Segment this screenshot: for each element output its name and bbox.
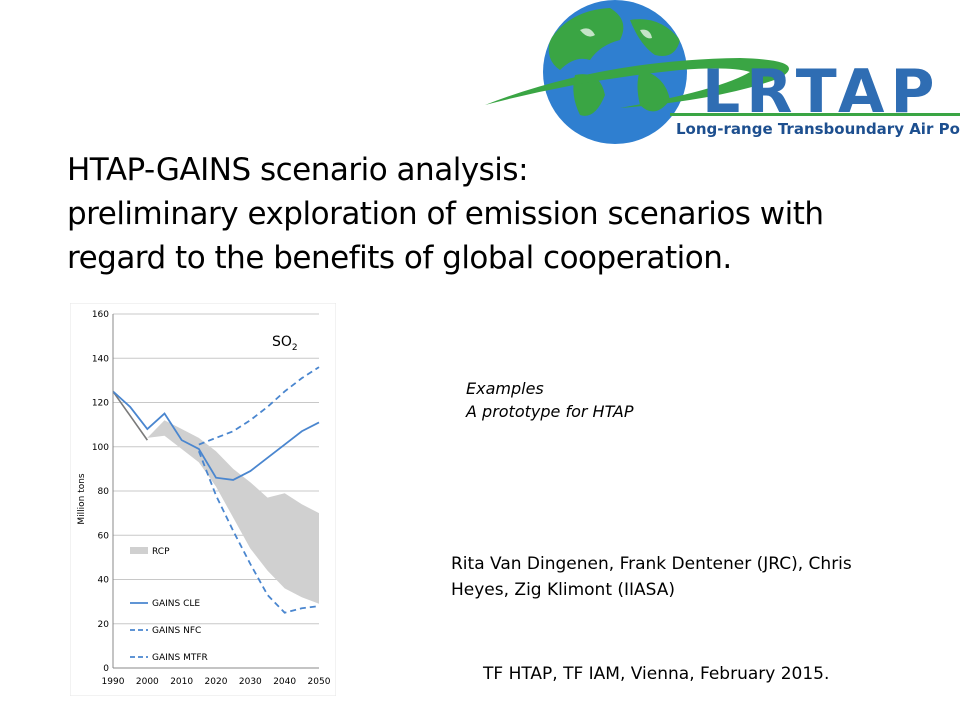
footer-event: TF HTAP, TF IAM, Vienna, February 2015. — [483, 664, 830, 684]
y-tick-label: 100 — [92, 443, 109, 453]
x-tick-label: 2020 — [205, 677, 228, 687]
legend-label-rcp: RCP — [152, 547, 170, 557]
authors: Rita Van Dingenen, Frank Dentener (JRC),… — [451, 551, 931, 603]
x-tick-label: 2050 — [308, 677, 331, 687]
so2-base: SO — [272, 334, 292, 350]
logo-underline — [670, 113, 960, 116]
authors-line-2: Heyes, Zig Klimont (IIASA) — [451, 580, 676, 600]
y-tick-label: 140 — [92, 354, 109, 364]
legend-label-gains-nfc: GAINS NFC — [152, 626, 201, 636]
title-line-1: HTAP-GAINS scenario analysis: — [67, 152, 529, 188]
page-title: HTAP-GAINS scenario analysis: preliminar… — [67, 148, 947, 280]
x-tick-label: 2010 — [170, 677, 193, 687]
so2-annotation: SO2 — [272, 334, 298, 353]
y-tick-label: 120 — [92, 399, 109, 409]
y-tick-label: 80 — [98, 487, 110, 497]
series-line-gains-cle — [112, 390, 320, 481]
examples-line-1: Examples — [466, 379, 544, 398]
x-tick-label: 2030 — [239, 677, 262, 687]
history-line — [112, 390, 148, 441]
title-line-2: preliminary exploration of emission scen… — [67, 196, 824, 232]
rcp-range-band — [147, 420, 319, 604]
legend-label-gains-mtfr: GAINS MTFR — [152, 653, 208, 663]
x-tick-label: 1990 — [102, 677, 125, 687]
globe-land — [548, 8, 680, 116]
chart-background — [70, 303, 336, 696]
logo-tagline: Long-range Transboundary Air Pollution — [676, 120, 960, 138]
title-line-3: regard to the benefits of global coopera… — [67, 240, 732, 276]
x-tick-label: 2000 — [136, 677, 159, 687]
y-tick-label: 160 — [92, 310, 109, 320]
examples-note: Examples A prototype for HTAP — [466, 377, 633, 423]
series-line-gains-mtfr — [197, 450, 320, 614]
legend-swatch-rcp — [130, 547, 148, 554]
orbit-ring — [485, 58, 789, 108]
authors-line-1: Rita Van Dingenen, Frank Dentener (JRC),… — [451, 554, 852, 574]
lrtap-logo: LRTAP Long-range Transboundary Air Pollu… — [485, 0, 960, 144]
y-tick-label: 0 — [103, 664, 109, 674]
examples-line-2: A prototype for HTAP — [466, 402, 634, 421]
so2-sub: 2 — [292, 343, 298, 353]
y-tick-label: 40 — [98, 576, 110, 586]
legend-label-gains-cle: GAINS CLE — [152, 599, 200, 609]
x-tick-label: 2040 — [273, 677, 296, 687]
y-tick-label: 60 — [98, 531, 110, 541]
y-tick-label: 20 — [98, 620, 110, 630]
logo-name: LRTAP — [702, 57, 940, 127]
y-axis-label: Million tons — [77, 473, 87, 525]
series-line-gains-nfc — [198, 366, 320, 446]
